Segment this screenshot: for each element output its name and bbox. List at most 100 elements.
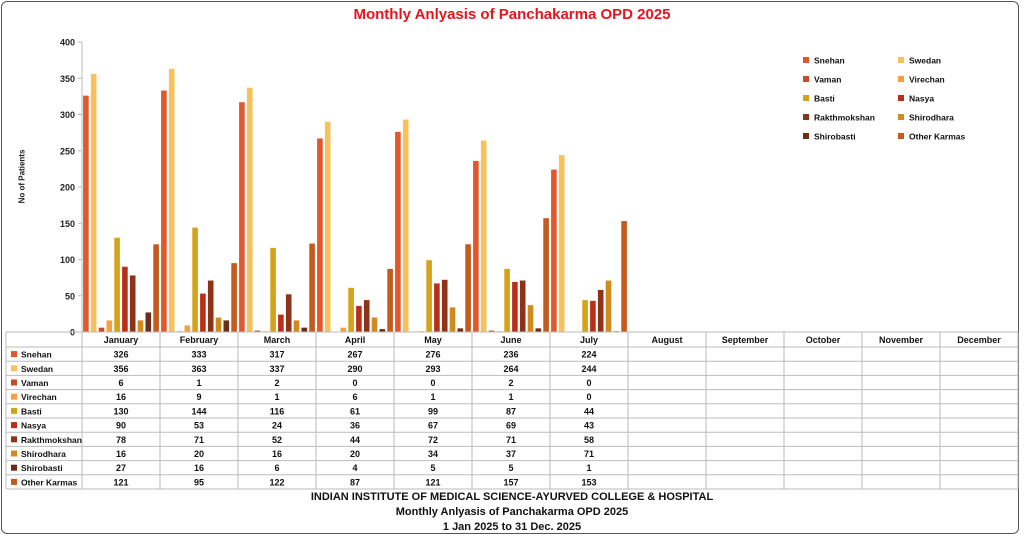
bar xyxy=(426,260,432,332)
y-tick-label: 400 xyxy=(60,38,75,48)
x-tick-label: August xyxy=(652,335,683,345)
table-row-label: Basti xyxy=(21,406,42,416)
bar xyxy=(317,138,323,332)
bar xyxy=(441,279,448,332)
table-cell-value: 43 xyxy=(584,421,594,431)
table-cell-value: 20 xyxy=(194,449,204,459)
bar xyxy=(145,312,152,332)
bar xyxy=(597,289,604,332)
bar xyxy=(215,317,222,332)
bar xyxy=(449,307,456,332)
x-tick-label: March xyxy=(264,335,291,345)
x-tick-label: December xyxy=(957,335,1001,345)
table-cell-value: 244 xyxy=(581,364,596,374)
table-cell-value: 326 xyxy=(113,350,128,360)
x-tick-label: May xyxy=(424,335,442,345)
table-cell-value: 9 xyxy=(196,392,201,402)
legend-label: Shirodhara xyxy=(909,113,954,123)
x-tick-label: June xyxy=(500,335,521,345)
bar xyxy=(83,95,89,333)
bar xyxy=(122,266,128,332)
table-cell-value: 337 xyxy=(269,364,284,374)
legend-swatch xyxy=(898,114,904,120)
table-cell-value: 144 xyxy=(191,406,206,416)
table-cell-value: 1 xyxy=(430,392,435,402)
legend-label: Shirobasti xyxy=(814,132,856,142)
table-legend-key xyxy=(11,351,17,358)
bar xyxy=(512,281,518,332)
table-legend-key xyxy=(11,379,17,386)
table-cell-value: 121 xyxy=(113,477,128,487)
table-cell-value: 44 xyxy=(584,406,594,416)
bar xyxy=(473,160,479,332)
bar xyxy=(184,325,191,332)
legend-label: Rakthmokshan xyxy=(814,113,875,123)
bar xyxy=(504,268,510,332)
bar xyxy=(371,317,378,332)
bar xyxy=(558,155,565,332)
table-row-label: Virechan xyxy=(21,392,57,402)
table-cell-value: 0 xyxy=(352,378,357,388)
bar xyxy=(114,237,120,332)
table-row-label: Vaman xyxy=(21,378,48,388)
table-cell-value: 87 xyxy=(506,406,516,416)
bar xyxy=(168,68,175,332)
bar xyxy=(90,73,97,333)
x-tick-label: November xyxy=(879,335,924,345)
table-cell-value: 24 xyxy=(272,421,282,431)
bar xyxy=(192,227,198,332)
bar xyxy=(309,243,315,332)
table-row-label: Other Karmas xyxy=(21,477,77,487)
table-cell-value: 317 xyxy=(269,350,284,360)
bar xyxy=(153,244,159,332)
bar xyxy=(590,300,596,332)
footer-institute: INDIAN INSTITUTE OF MEDICAL SCIENCE-AYUR… xyxy=(310,491,714,503)
legend-label: Virechan xyxy=(909,75,945,85)
table-cell-value: 27 xyxy=(116,463,126,473)
x-tick-label: October xyxy=(806,335,841,345)
table-cell-value: 1 xyxy=(508,392,513,402)
table-cell-value: 36 xyxy=(350,421,360,431)
bar xyxy=(457,328,464,332)
table-cell-value: 2 xyxy=(274,378,279,388)
bar xyxy=(340,327,347,332)
table-cell-value: 157 xyxy=(503,477,518,487)
bar xyxy=(270,247,276,332)
table-cell-value: 69 xyxy=(506,421,516,431)
footer-date-range: 1 Jan 2025 to 31 Dec. 2025 xyxy=(442,521,582,533)
table-cell-value: 1 xyxy=(274,392,279,402)
table-cell-value: 153 xyxy=(581,477,596,487)
legend-label: Nasya xyxy=(909,94,934,104)
legend-swatch xyxy=(803,95,809,101)
legend-label: Vaman xyxy=(814,75,841,85)
table-cell-value: 71 xyxy=(584,449,594,459)
y-tick-label: 250 xyxy=(60,146,75,156)
bar xyxy=(582,300,588,332)
table-cell-value: 116 xyxy=(270,406,285,416)
table-cell-value: 20 xyxy=(350,449,360,459)
bar xyxy=(301,327,308,332)
table-cell-value: 0 xyxy=(586,378,591,388)
footer-subtitle: Monthly Anlyasis of Panchakarma OPD 2025 xyxy=(395,506,629,518)
legend-swatch xyxy=(803,76,809,82)
table-cell-value: 236 xyxy=(503,350,518,360)
table-cell-value: 1 xyxy=(586,463,591,473)
table-legend-key xyxy=(11,407,17,414)
table-legend-key xyxy=(11,450,17,457)
bar xyxy=(285,294,292,332)
bar xyxy=(605,280,612,332)
bar xyxy=(543,218,549,332)
table-cell-value: 6 xyxy=(352,392,357,402)
table-row-label: Swedan xyxy=(21,364,53,374)
bar xyxy=(231,263,237,332)
bar xyxy=(129,275,136,332)
bar xyxy=(402,119,409,332)
legend-label: Snehan xyxy=(814,56,845,66)
bar xyxy=(293,320,300,332)
bar xyxy=(363,300,370,332)
table-cell-value: 34 xyxy=(428,449,438,459)
table-cell-value: 52 xyxy=(272,435,282,445)
table-cell-value: 90 xyxy=(116,421,126,431)
table-cell-value: 87 xyxy=(350,477,360,487)
